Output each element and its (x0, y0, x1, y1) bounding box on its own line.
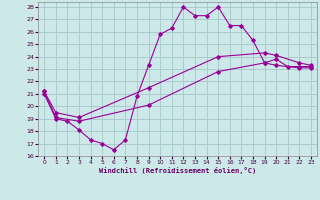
X-axis label: Windchill (Refroidissement éolien,°C): Windchill (Refroidissement éolien,°C) (99, 167, 256, 174)
